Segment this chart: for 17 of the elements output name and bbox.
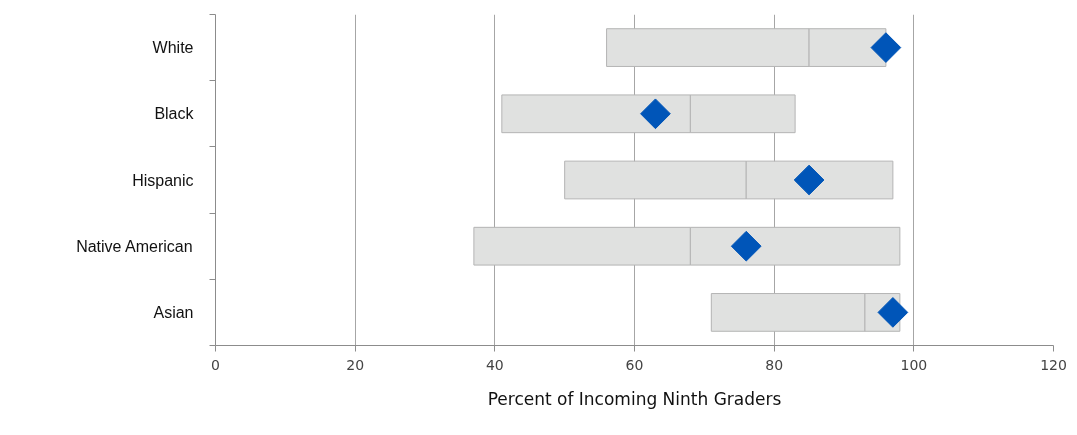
point [640,98,671,130]
x-tick-label: 80 [765,356,784,373]
x-tick-label: 40 [485,356,504,373]
x-tick-label: 20 [346,356,365,373]
x-tick-label: 60 [625,356,644,373]
y-tick-label: Hispanic [132,171,194,189]
y-tick-label: White [152,39,194,57]
x-axis-title: Percent of Incoming Ninth Graders [487,388,782,409]
point [730,230,762,262]
y-tick-label: Asian [153,303,194,321]
point [793,164,825,196]
x-tick-label: 100 [900,356,928,373]
x-tick-label: 120 [1040,356,1067,373]
x-tick-label: 0 [211,356,220,373]
point [870,32,902,63]
y-tick-label: Native American [76,237,193,255]
y-tick-label: Black [154,105,195,123]
